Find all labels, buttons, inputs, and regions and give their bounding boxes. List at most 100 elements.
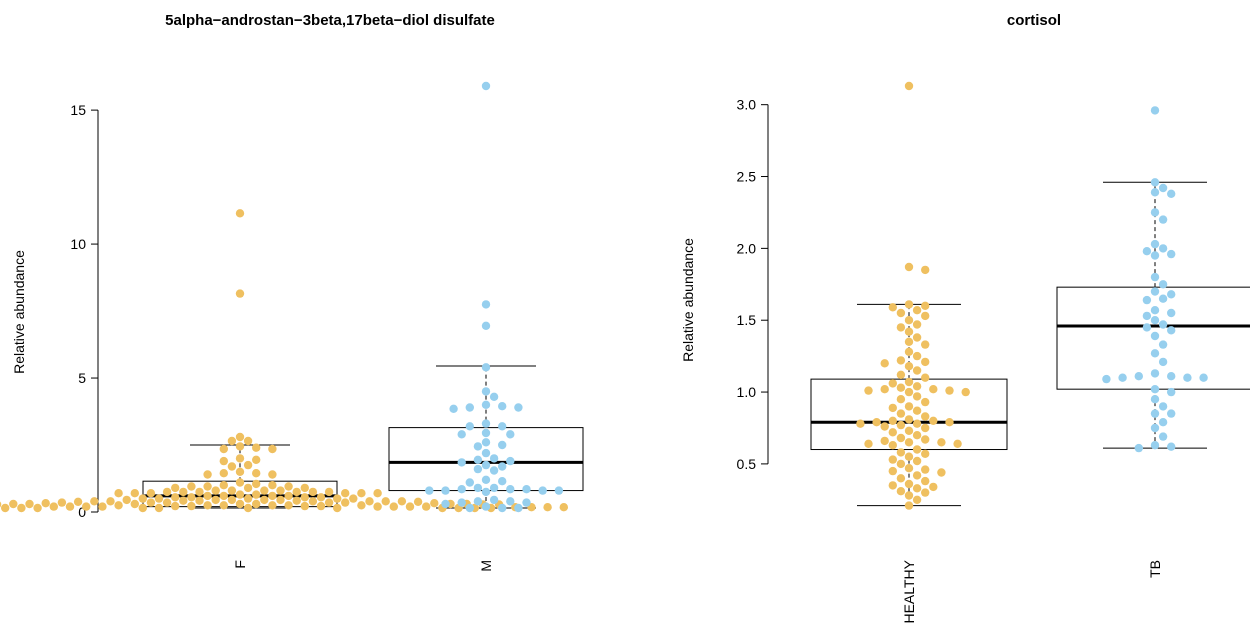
y-tick-label: 0	[78, 504, 86, 520]
data-point	[937, 438, 946, 447]
data-point	[896, 323, 906, 332]
data-point	[300, 501, 309, 511]
data-point	[1167, 442, 1176, 451]
data-point	[912, 471, 922, 480]
data-point	[912, 406, 922, 415]
data-point	[227, 495, 237, 505]
data-point	[333, 494, 342, 503]
data-point	[864, 439, 873, 448]
data-point	[219, 501, 228, 510]
data-point	[227, 462, 237, 471]
data-point	[1158, 215, 1168, 224]
data-point	[57, 498, 67, 507]
data-point	[138, 494, 147, 503]
data-point	[912, 419, 922, 428]
data-point	[896, 308, 906, 318]
data-point	[1150, 178, 1160, 187]
data-point	[888, 455, 897, 464]
data-point	[1150, 272, 1160, 282]
data-point	[413, 497, 423, 506]
data-point	[896, 420, 906, 430]
data-point	[252, 443, 261, 452]
y-tick-label: 1.0	[737, 384, 757, 400]
data-point	[25, 499, 34, 509]
data-point	[324, 487, 334, 497]
data-point	[888, 379, 897, 388]
data-point	[921, 340, 930, 349]
data-point	[921, 412, 930, 421]
chart-title: cortisol	[1007, 12, 1061, 29]
data-point	[276, 486, 285, 495]
data-point	[90, 497, 99, 506]
data-point	[179, 487, 188, 497]
data-point	[904, 491, 914, 500]
data-point	[912, 431, 922, 440]
data-point	[1150, 316, 1160, 325]
data-point	[203, 501, 212, 510]
data-point	[130, 489, 139, 498]
points-HEALTHY	[856, 81, 970, 510]
data-point	[1158, 280, 1168, 289]
data-point	[252, 490, 261, 499]
data-point	[106, 497, 115, 506]
data-point	[888, 481, 897, 490]
data-point	[235, 478, 245, 487]
data-point	[203, 470, 212, 479]
data-point	[888, 466, 897, 476]
data-point	[912, 366, 922, 375]
data-point	[921, 423, 930, 433]
data-point	[373, 502, 382, 511]
data-point	[481, 502, 491, 511]
data-point	[1134, 443, 1144, 453]
data-point	[268, 470, 277, 479]
data-point	[441, 499, 450, 509]
data-point	[243, 494, 253, 503]
data-point	[481, 428, 491, 438]
data-point	[171, 483, 180, 493]
data-point	[921, 397, 930, 407]
data-point	[235, 499, 245, 509]
data-point	[284, 501, 293, 510]
data-point	[1142, 323, 1152, 332]
data-point	[41, 499, 50, 508]
data-point	[162, 498, 172, 507]
data-point	[888, 441, 897, 450]
data-point	[465, 403, 474, 412]
data-point	[904, 377, 914, 387]
data-point	[1167, 189, 1176, 198]
data-point	[33, 503, 42, 513]
data-point	[252, 499, 261, 509]
y-axis-label: Relative abundance	[680, 238, 696, 362]
data-point	[357, 489, 366, 498]
data-point	[211, 486, 220, 495]
data-point	[896, 448, 906, 457]
points-TB	[1102, 106, 1208, 453]
data-point	[864, 386, 873, 395]
data-point	[430, 499, 439, 508]
data-point	[0, 501, 2, 508]
data-point	[235, 490, 245, 499]
data-point	[1150, 349, 1160, 358]
data-point	[489, 392, 499, 401]
y-tick-label: 2.5	[737, 169, 757, 185]
data-point	[921, 265, 930, 275]
data-point	[1183, 373, 1192, 382]
data-point	[912, 320, 922, 329]
data-point	[219, 469, 228, 478]
data-point	[1199, 373, 1208, 382]
data-point	[219, 456, 228, 466]
data-point	[219, 444, 228, 454]
data-point	[1158, 244, 1168, 253]
points-F	[0, 209, 568, 513]
data-point	[904, 479, 914, 489]
data-point	[506, 430, 515, 439]
data-point	[162, 487, 172, 497]
data-point	[187, 493, 196, 502]
data-point	[187, 482, 196, 491]
data-point	[481, 419, 491, 428]
data-point	[912, 495, 922, 504]
panel-cortisol: cortisol Relative abundance 0.5 1.0 1.5 2.0…	[680, 12, 1250, 624]
data-point	[308, 487, 318, 497]
data-point	[422, 502, 431, 511]
data-point	[481, 400, 491, 409]
